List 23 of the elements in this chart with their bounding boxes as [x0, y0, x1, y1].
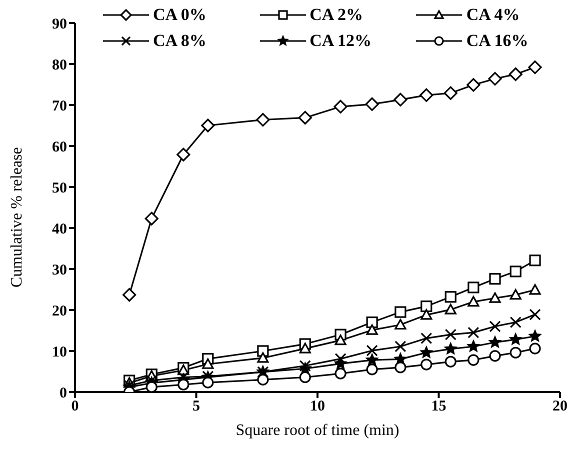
legend-label: CA 0%: [153, 7, 206, 25]
y-tick-label: 60: [52, 139, 67, 156]
y-tick-label: 50: [52, 180, 67, 196]
x-tick-label: 15: [431, 398, 446, 415]
y-tick-label: 90: [52, 16, 67, 32]
y-tick-label: 80: [52, 57, 67, 74]
legend-label: CA 16%: [466, 31, 528, 51]
y-tick-label: 10: [52, 344, 67, 360]
legend-label: CA 8%: [153, 31, 206, 51]
legend-label: CA 12%: [310, 31, 372, 51]
y-tick-label: 0: [60, 385, 67, 402]
x-tick-label: 0: [71, 398, 79, 415]
y-axis-title: Cumulative % release: [8, 147, 26, 288]
y-tick-label: 70: [52, 98, 67, 114]
y-tick-label: 40: [52, 221, 67, 238]
x-tick-label: 5: [192, 398, 200, 415]
x-tick-label: 10: [310, 398, 325, 415]
x-tick-label: 20: [552, 398, 568, 415]
legend-label: CA 2%: [310, 7, 364, 25]
y-tick-label: 30: [52, 262, 67, 278]
y-tick-label: 20: [52, 303, 67, 320]
legend-label: CA 4%: [466, 7, 520, 25]
x-axis-title: Square root of time (min): [236, 422, 400, 439]
